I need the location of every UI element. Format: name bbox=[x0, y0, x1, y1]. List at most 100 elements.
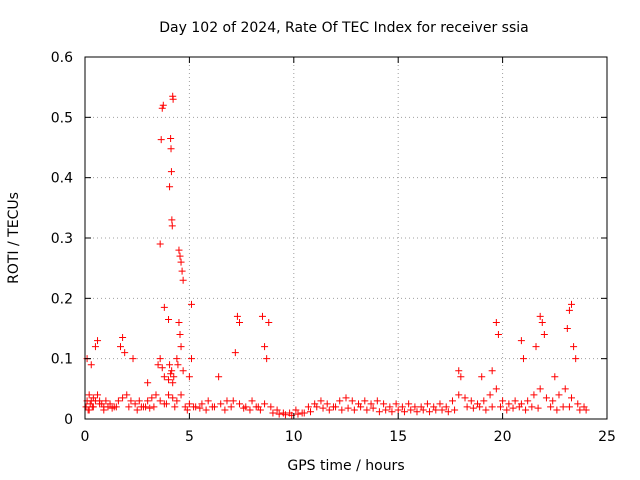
data-point bbox=[165, 391, 173, 399]
data-point bbox=[177, 343, 185, 351]
data-point bbox=[469, 404, 477, 412]
data-point bbox=[156, 397, 164, 405]
data-point bbox=[144, 379, 152, 387]
data-point bbox=[524, 397, 532, 405]
data-point bbox=[85, 391, 93, 399]
data-point bbox=[300, 409, 308, 417]
data-point bbox=[461, 394, 469, 402]
x-tick-label: 20 bbox=[494, 429, 512, 445]
data-point bbox=[467, 397, 475, 405]
data-point bbox=[432, 406, 440, 414]
x-tick-label: 0 bbox=[81, 429, 90, 445]
data-point bbox=[536, 312, 544, 320]
data-point bbox=[336, 397, 344, 405]
data-point bbox=[350, 406, 358, 414]
data-point bbox=[332, 403, 340, 411]
data-point bbox=[515, 403, 523, 411]
y-axis-label: ROTI / TECUs bbox=[6, 192, 22, 284]
y-tick-label: 0.2 bbox=[51, 291, 73, 307]
data-point bbox=[348, 397, 356, 405]
data-point bbox=[217, 400, 225, 408]
data-point bbox=[252, 403, 260, 411]
data-point bbox=[313, 403, 321, 411]
data-point bbox=[185, 400, 193, 408]
data-point bbox=[273, 406, 281, 414]
data-point bbox=[185, 373, 193, 381]
data-point bbox=[553, 406, 561, 414]
data-point bbox=[204, 397, 212, 405]
data-point bbox=[169, 379, 177, 387]
data-point bbox=[173, 355, 181, 363]
data-point bbox=[448, 397, 456, 405]
data-point bbox=[292, 406, 300, 414]
data-point bbox=[177, 391, 185, 399]
x-axis-label: GPS time / hours bbox=[287, 458, 404, 474]
data-point bbox=[116, 343, 124, 351]
data-point bbox=[178, 267, 186, 275]
chart-title: Day 102 of 2024, Rate Of TEC Index for r… bbox=[159, 20, 528, 36]
data-point bbox=[480, 397, 488, 405]
data-point bbox=[323, 400, 331, 408]
data-point bbox=[494, 331, 502, 339]
data-point bbox=[187, 355, 195, 363]
data-point bbox=[240, 404, 248, 412]
data-points bbox=[82, 92, 590, 419]
data-point bbox=[146, 404, 154, 412]
data-point bbox=[436, 400, 444, 408]
data-point bbox=[121, 349, 129, 357]
data-point bbox=[165, 315, 173, 323]
data-point bbox=[542, 394, 550, 402]
x-tick-labels: 0 5 10 15 20 25 bbox=[81, 429, 616, 445]
data-point bbox=[532, 343, 540, 351]
data-point bbox=[221, 406, 229, 414]
data-point bbox=[538, 318, 546, 326]
data-point bbox=[261, 400, 269, 408]
data-point bbox=[100, 406, 108, 414]
data-point bbox=[463, 403, 471, 411]
data-point bbox=[248, 397, 256, 405]
data-point bbox=[426, 408, 434, 416]
data-point bbox=[148, 394, 156, 402]
data-point bbox=[229, 397, 237, 405]
data-point bbox=[394, 406, 402, 414]
data-point bbox=[190, 403, 198, 411]
data-point bbox=[202, 406, 210, 414]
data-point bbox=[233, 312, 241, 320]
data-point bbox=[158, 104, 166, 112]
data-point bbox=[167, 168, 175, 176]
data-point bbox=[87, 361, 95, 369]
data-point bbox=[246, 406, 254, 414]
data-point bbox=[102, 397, 110, 405]
data-point bbox=[127, 397, 135, 405]
data-point bbox=[159, 101, 167, 109]
data-point bbox=[162, 400, 170, 408]
data-point bbox=[509, 404, 517, 412]
data-point bbox=[511, 397, 519, 405]
data-point bbox=[176, 252, 184, 260]
x-tick-label: 25 bbox=[598, 429, 616, 445]
x-tick-label: 15 bbox=[389, 429, 407, 445]
data-point bbox=[150, 403, 158, 411]
data-point bbox=[142, 403, 150, 411]
data-point bbox=[386, 403, 394, 411]
data-point bbox=[582, 406, 590, 414]
data-point bbox=[261, 343, 269, 351]
y-tick-label: 0.3 bbox=[51, 231, 73, 247]
data-point bbox=[361, 397, 369, 405]
data-point bbox=[486, 391, 494, 399]
data-point bbox=[319, 404, 327, 412]
data-point bbox=[492, 318, 500, 326]
data-point bbox=[482, 406, 490, 414]
data-point bbox=[91, 343, 99, 351]
data-point bbox=[576, 406, 584, 414]
y-tick-label: 0.5 bbox=[51, 110, 73, 126]
data-point bbox=[478, 373, 486, 381]
data-point bbox=[294, 410, 302, 418]
data-point bbox=[488, 367, 496, 375]
data-point bbox=[169, 394, 177, 402]
data-point bbox=[492, 385, 500, 393]
data-point bbox=[549, 397, 557, 405]
data-point bbox=[574, 400, 582, 408]
